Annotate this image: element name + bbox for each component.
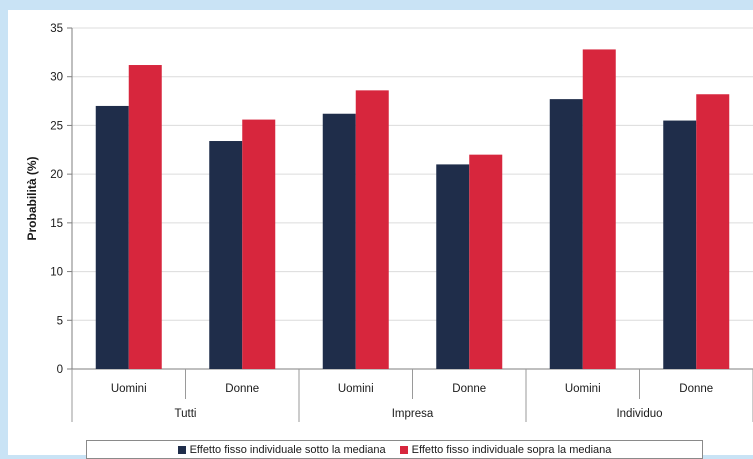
x-category-label: Uomini <box>338 383 374 395</box>
x-group-label: Individuo <box>616 408 662 420</box>
legend-swatch-series-1 <box>177 445 186 454</box>
x-category-label: Donne <box>679 383 713 395</box>
legend: Effetto fisso individuale sotto la media… <box>86 440 703 459</box>
x-category-label: Uomini <box>565 383 601 395</box>
bar-sopra-0 <box>128 65 162 369</box>
bar-sopra-4 <box>582 49 616 369</box>
legend-item-series-2: Effetto fisso individuale sopra la media… <box>399 443 612 456</box>
y-tick-label: 20 <box>50 169 63 181</box>
y-tick-label: 0 <box>57 364 63 376</box>
y-tick-label: 10 <box>50 267 63 279</box>
bar-sopra-5 <box>696 94 730 369</box>
x-category-label: Uomini <box>111 383 147 395</box>
bar-sotto-1 <box>209 141 243 369</box>
chart-frame: 0 5 10 15 20 25 30 35 Probabilità (%) Uomini Donne… <box>8 10 753 459</box>
y-tick-label: 35 <box>50 23 63 35</box>
legend-label-series-1: Effetto fisso individuale sotto la media… <box>189 443 386 456</box>
x-group-label: Impresa <box>392 408 434 420</box>
y-tick-label: 5 <box>57 315 63 327</box>
bar-sotto-2 <box>322 113 356 369</box>
bar-sopra-2 <box>355 90 389 370</box>
legend-swatch-series-2 <box>399 445 408 454</box>
bar-sopra-3 <box>469 154 503 369</box>
legend-item-series-1: Effetto fisso individuale sotto la media… <box>177 443 386 456</box>
bar-sotto-5 <box>663 120 697 369</box>
y-tick-label: 25 <box>50 120 63 132</box>
bar-sopra-1 <box>242 119 276 369</box>
x-group-label: Tutti <box>175 408 197 420</box>
bar-sotto-4 <box>549 99 583 369</box>
bar-sotto-0 <box>95 105 129 369</box>
y-axis-label: Probabilità (%) <box>25 156 39 240</box>
y-tick-label: 30 <box>50 72 63 84</box>
y-tick-label: 15 <box>50 218 63 230</box>
bar-sotto-3 <box>436 164 470 369</box>
x-category-label: Donne <box>452 383 486 395</box>
x-category-label: Donne <box>225 383 259 395</box>
legend-label-series-2: Effetto fisso individuale sopra la media… <box>411 443 612 456</box>
bar-chart: 0 5 10 15 20 25 30 35 Probabilità (%) Uomini Donne… <box>25 23 753 422</box>
